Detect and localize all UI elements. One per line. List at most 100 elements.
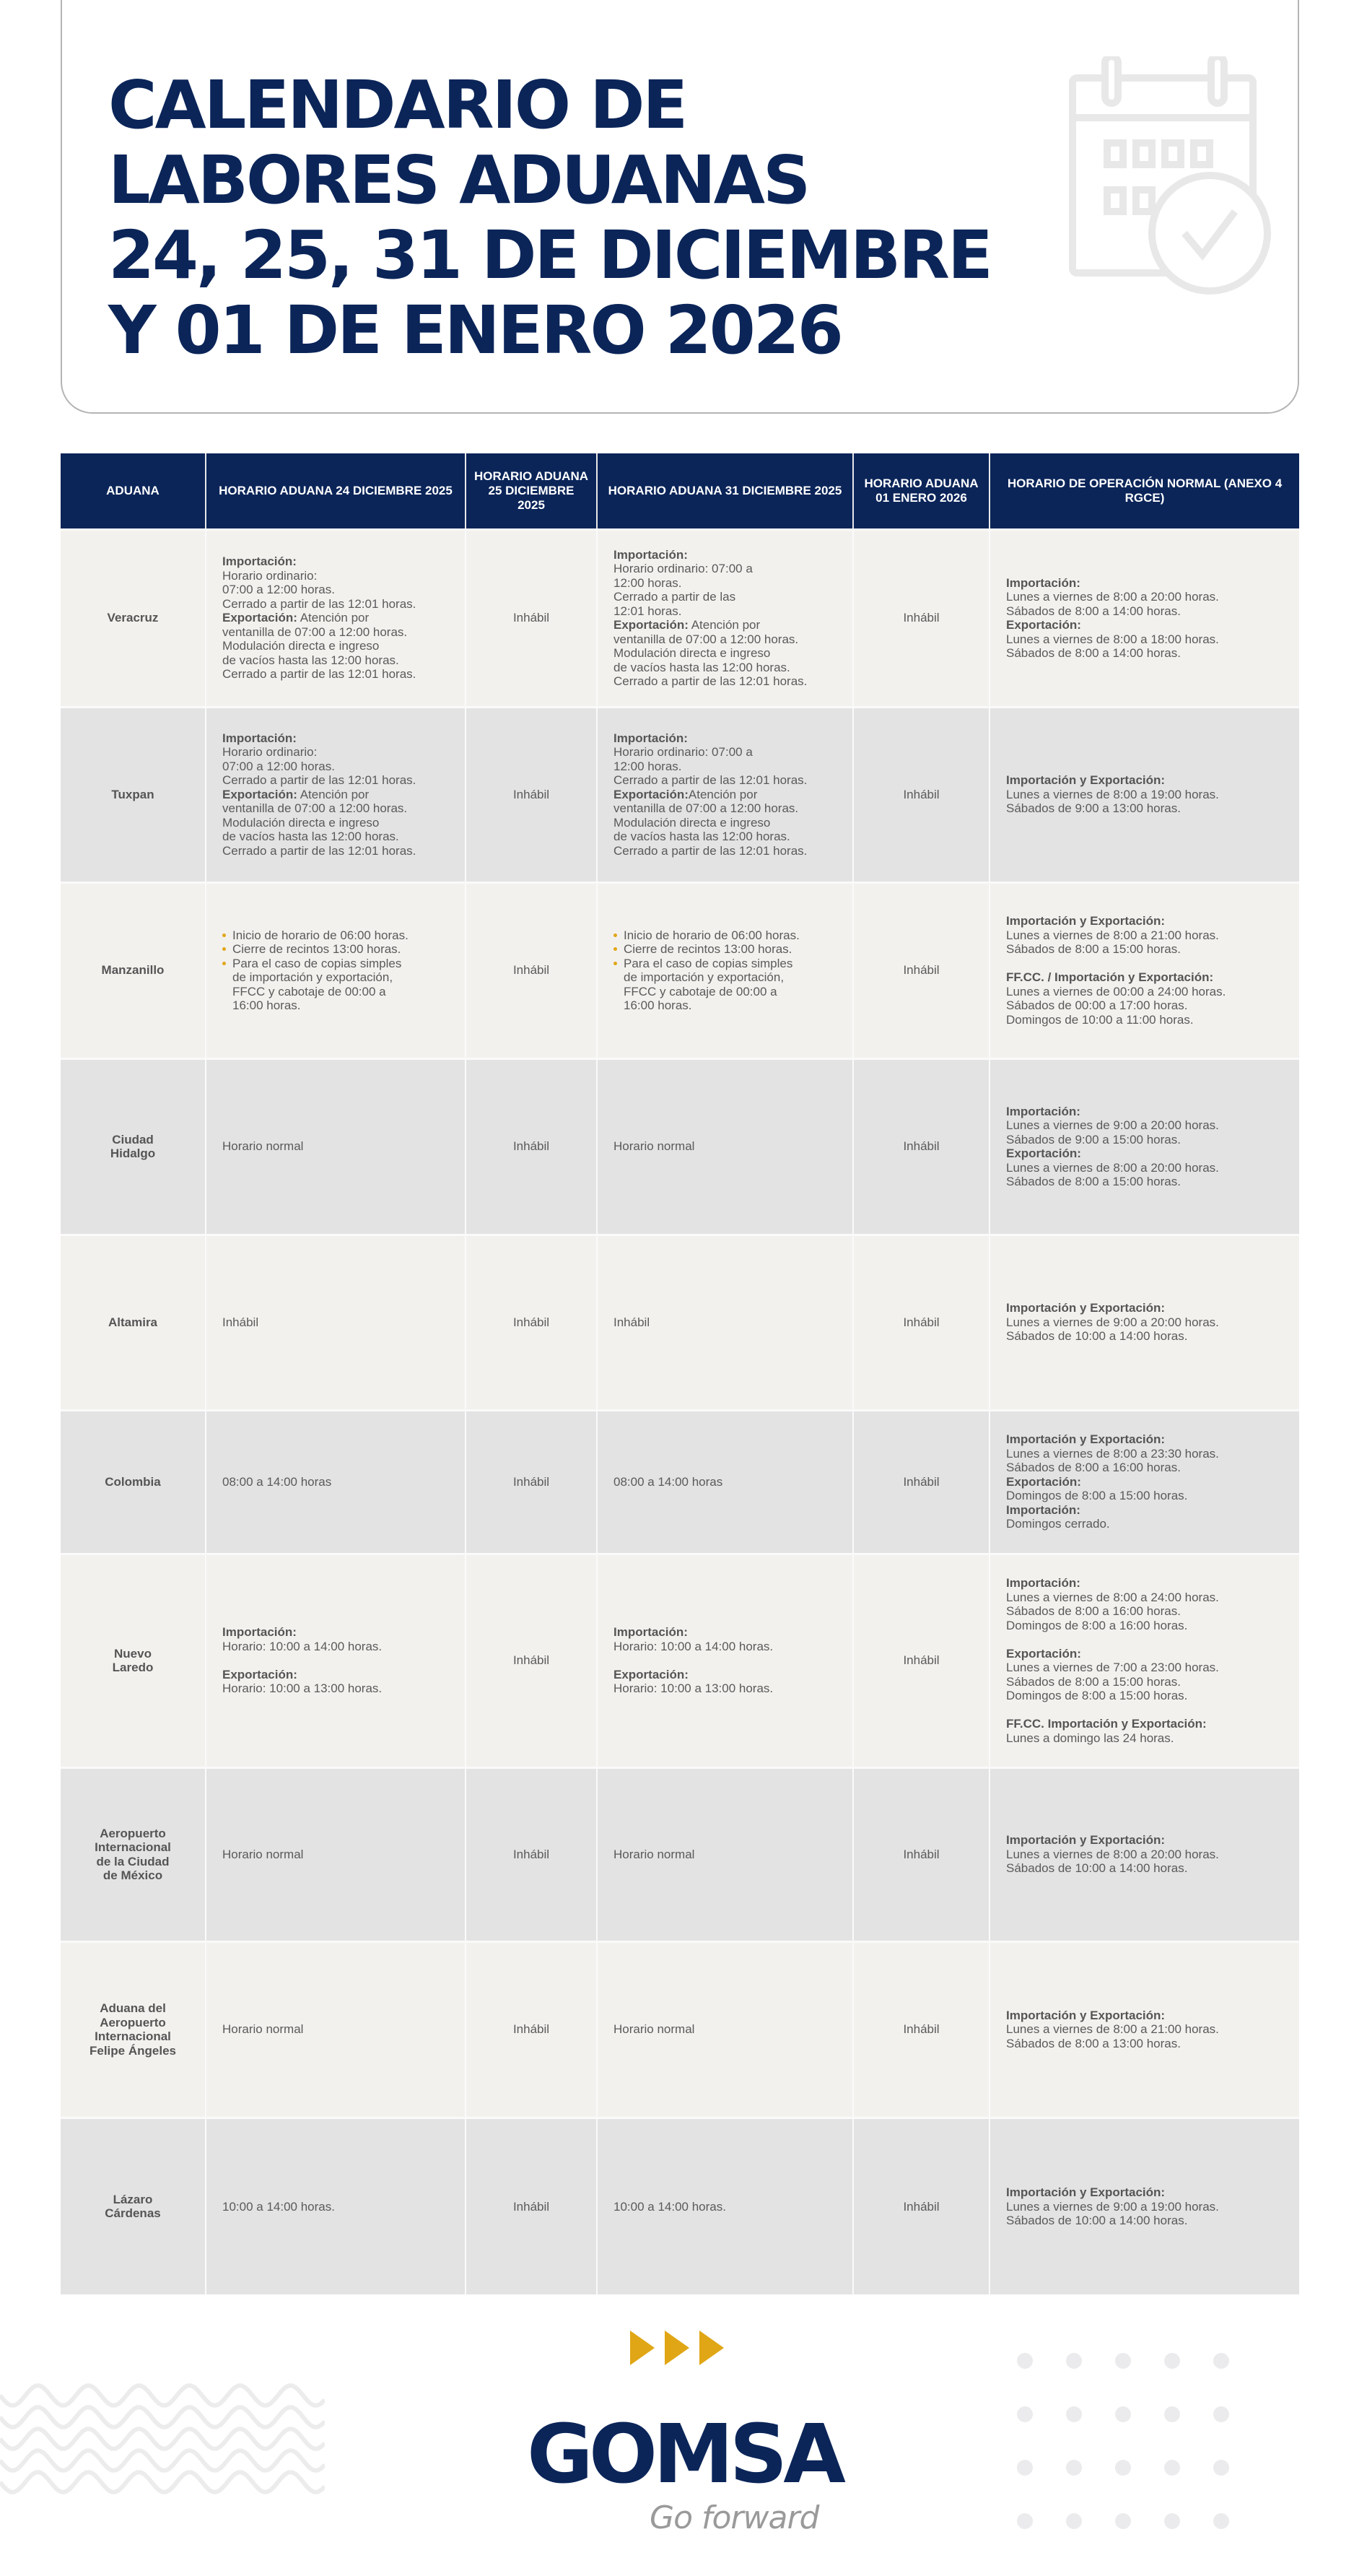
cell-text: ventanilla de 07:00 a 12:00 horas. [613, 632, 799, 646]
dot [1164, 2460, 1180, 2476]
dot [1066, 2406, 1082, 2422]
aduana-name-line: Aeropuerto [100, 1826, 166, 1840]
cell-line: Lunes a viernes de 7:00 a 23:00 horas. [1006, 1661, 1283, 1675]
cell-line: Sábados de 8:00 a 15:00 horas. [1006, 942, 1283, 957]
jan-01-cell: Inhábil [853, 1941, 990, 2118]
cell-text: de importación y exportación, [232, 970, 393, 984]
aduana-name-line: Aduana del [100, 2001, 166, 2015]
cell-text: Modulación directa e ingreso [613, 646, 771, 660]
cell-text: Cierre de recintos 13:00 horas. [232, 942, 401, 956]
dot [1115, 2353, 1131, 2369]
aduana-name-line: Cárdenas [105, 2206, 161, 2221]
aduana-name-cell: Nuevo Laredo [61, 1554, 206, 1767]
cell-line: Importación y Exportación: [1006, 1432, 1283, 1447]
dot [1017, 2460, 1033, 2476]
cell-text: Sábados de 8:00 a 13:00 horas. [1006, 2036, 1181, 2050]
jan-01-cell: Inhábil [853, 1058, 990, 1235]
cell-text: Horario normal [613, 2022, 695, 2037]
cell-heading: Importación y Exportación: [1006, 2185, 1166, 2199]
dec-24-cell: Importación: Horario ordinario: 07:00 a 12… [206, 529, 466, 707]
cell-text: Sábados de 8:00 a 15:00 horas. [1006, 1175, 1181, 1188]
cell-text: Horario ordinario: 07:00 a [613, 562, 753, 575]
cell-text: Sábados de 9:00 a 13:00 horas. [1006, 801, 1181, 816]
dec-24-cell: Horario normal [206, 1058, 466, 1235]
aduana-name-cell: Veracruz [61, 529, 206, 707]
cell-line: Exportación: [1006, 1475, 1283, 1489]
jan-01-cell: Inhábil [853, 1235, 990, 1410]
wave-line [0, 2405, 325, 2429]
cell-heading: Importación: [1006, 1502, 1080, 1517]
cell-text: Horario normal [222, 1139, 304, 1154]
cell-line: Exportación: Atención por [613, 618, 837, 632]
cell-heading: Importación y Exportación: [1006, 914, 1166, 928]
jan-01-cell: Inhábil [853, 2118, 990, 2294]
dec-25-cell: Inhábil [466, 707, 598, 882]
cell-text: Lunes a domingo las 24 horas. [1006, 1731, 1174, 1745]
cell-line: Lunes a viernes de 8:00 a 20:00 horas. [1006, 1848, 1283, 1862]
cell-line: Lunes a viernes de 8:00 a 19:00 horas. [1006, 788, 1283, 802]
cell-line: Horario ordinario: 07:00 a [613, 745, 837, 760]
spacer [1006, 1632, 1283, 1647]
cell-line: Lunes a viernes de 9:00 a 20:00 horas. [1006, 1315, 1283, 1330]
cell-line: Cerrado a partir de las 12:01 horas. [613, 674, 837, 689]
cell-line: Lunes a domingo las 24 horas. [1006, 1731, 1283, 1746]
cell-text: Lunes a viernes de 8:00 a 21:00 horas. [1006, 2022, 1219, 2037]
dot [1213, 2406, 1229, 2422]
cell-text: Modulación directa e ingreso [222, 815, 380, 830]
cell-line: Horario ordinario: [222, 745, 449, 760]
aduana-name-line: Aeropuerto [100, 2015, 166, 2029]
cell-line: Cerrado a partir de las 12:01 horas. [222, 667, 449, 682]
cell-heading: Importación y Exportación: [1006, 773, 1166, 788]
table-row: Lázaro Cárdenas 10:00 a 14:00 horas. Inhábi… [61, 2118, 1299, 2294]
cell-text: Sábados de 8:00 a 15:00 horas. [1006, 1674, 1181, 1689]
cell-text: Lunes a viernes de 00:00 a 24:00 horas. [1006, 984, 1226, 998]
cell-heading: Importación: [613, 731, 688, 745]
cell-text: Cerrado a partir de las 12:01 horas. [613, 843, 808, 858]
cell-line: Exportación:Atención por [613, 788, 837, 802]
dec-31-cell: 08:00 a 14:00 horas [597, 1410, 854, 1554]
normal-hours-cell: Importación y Exportación: Lunes a vierne… [990, 707, 1299, 882]
dec-25-cell: Inhábil [466, 1941, 598, 2118]
cell-line: Exportación: [613, 1668, 837, 1682]
calendar-check-icon [1069, 56, 1271, 295]
cell-text: Cerrado a partir de las 12:01 horas. [222, 667, 416, 682]
aduana-name-line: Hidalgo [110, 1146, 156, 1160]
cell-text: Sábados de 8:00 a 16:00 horas. [1006, 1604, 1181, 1618]
cell-text: Horario normal [222, 2022, 304, 2037]
cell-line: Exportación: Atención por [222, 611, 449, 625]
cell-line: 16:00 horas. [613, 998, 837, 1013]
cell-text: Para el caso de copias simples [624, 956, 793, 970]
cell-line: Sábados de 8:00 a 16:00 horas. [1006, 1461, 1283, 1475]
cell-text: Sábados de 9:00 a 15:00 horas. [1006, 1132, 1181, 1146]
dot [1164, 2513, 1180, 2529]
cell-heading: Importación: [1006, 1104, 1080, 1118]
cell-text: Atención por [688, 787, 758, 801]
dec-24-cell: 08:00 a 14:00 horas [206, 1410, 466, 1554]
cell-text: Atención por [688, 618, 761, 632]
dec-31-cell: Horario normal [597, 1941, 854, 2118]
cell-text: Cerrado a partir de las 12:01 horas. [613, 674, 808, 688]
aduana-name-line: de la Ciudad [96, 1854, 170, 1868]
cell-text: Inicio de horario de 06:00 horas. [232, 928, 409, 942]
cell-line: Importación: [613, 1625, 837, 1640]
normal-hours-cell: Importación y Exportación: Lunes a vierne… [990, 1941, 1299, 2118]
cell-heading: Exportación: [222, 611, 297, 625]
dot [1115, 2513, 1131, 2529]
cell-line: Lunes a viernes de 8:00 a 21:00 horas. [1006, 928, 1283, 943]
cell-line: 07:00 a 12:00 horas. [222, 583, 449, 597]
aduana-name-cell: Tuxpan [61, 707, 206, 882]
cell-line: de vacíos hasta las 12:00 horas. [613, 830, 837, 844]
title-line: LABORES ADUANAS [108, 142, 811, 219]
cell-text: ventanilla de 07:00 a 12:00 horas. [613, 801, 799, 816]
cell-text: 12:01 horas. [613, 604, 682, 618]
aduana-name-cell: Aduana del Aeropuerto Internacional Felipe … [61, 1941, 206, 2118]
cell-line: Inhábil [222, 1315, 449, 1330]
normal-hours-cell: Importación y Exportación: Lunes a vierne… [990, 1235, 1299, 1410]
cell-text: Lunes a viernes de 8:00 a 20:00 horas. [1006, 1847, 1219, 1861]
cell-line: Lunes a viernes de 9:00 a 19:00 horas. [1006, 2200, 1283, 2214]
dot [1017, 2406, 1033, 2422]
dec-31-cell: Horario normal [597, 1058, 854, 1235]
aduana-name-line: Internacional [95, 1840, 171, 1854]
cell-text: Cerrado a partir de las 12:01 horas. [613, 773, 808, 788]
dot [1066, 2460, 1082, 2476]
